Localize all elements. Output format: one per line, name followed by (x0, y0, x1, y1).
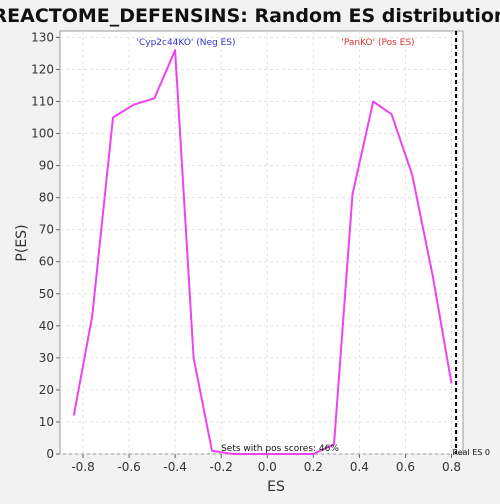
grid (60, 31, 463, 455)
neg-es-label: 'Cyp2c44KO' (Neg ES) (136, 38, 235, 48)
y-tick-label: 40 (39, 319, 54, 333)
x-tick-label: -0.2 (209, 460, 232, 474)
x-tick-label: -0.6 (117, 460, 140, 474)
y-tick-label: 110 (31, 95, 54, 109)
y-tick-label: 130 (31, 30, 54, 44)
x-tick-label: 0.8 (442, 460, 461, 474)
y-tick-label: 100 (31, 127, 54, 141)
y-tick-label: 80 (39, 191, 54, 205)
y-tick-label: 10 (39, 415, 54, 429)
x-tick-label: -0.8 (71, 460, 94, 474)
y-tick-label: 50 (39, 287, 54, 301)
y-tick-label: 120 (31, 62, 54, 76)
y-tick-label: 70 (39, 223, 54, 237)
y-tick-label: 90 (39, 159, 54, 173)
x-axis-ticks: -0.8 -0.6 -0.4 -0.2 0.0 0.2 0.4 0.6 0.8 (71, 454, 461, 474)
y-tick-label: 20 (39, 383, 54, 397)
x-tick-label: 0.0 (258, 460, 277, 474)
pos-es-label: 'PanKO' (Pos ES) (341, 38, 414, 48)
plot-area (59, 30, 464, 455)
y-tick-label: 30 (39, 351, 54, 365)
chart-title: REACTOME_DEFENSINS: Random ES distributi… (0, 5, 500, 27)
x-tick-label: 0.2 (304, 460, 323, 474)
x-tick-label: 0.6 (396, 460, 415, 474)
y-tick-label: 0 (46, 447, 54, 461)
x-tick-label: 0.4 (350, 460, 369, 474)
x-axis-label: ES (267, 479, 285, 495)
series (72, 49, 453, 455)
y-tick-label: 60 (39, 255, 54, 269)
x-tick-label: -0.4 (163, 460, 186, 474)
pos-scores-note: Sets with pos scores: 46% (221, 444, 339, 454)
y-axis-ticks: 0 10 20 30 40 50 60 70 80 90 100 110 120 130 (31, 30, 60, 461)
series-line (72, 49, 453, 455)
real-es-label: Real ES 0 (452, 448, 490, 457)
y-axis-label: P(ES) (14, 224, 30, 261)
